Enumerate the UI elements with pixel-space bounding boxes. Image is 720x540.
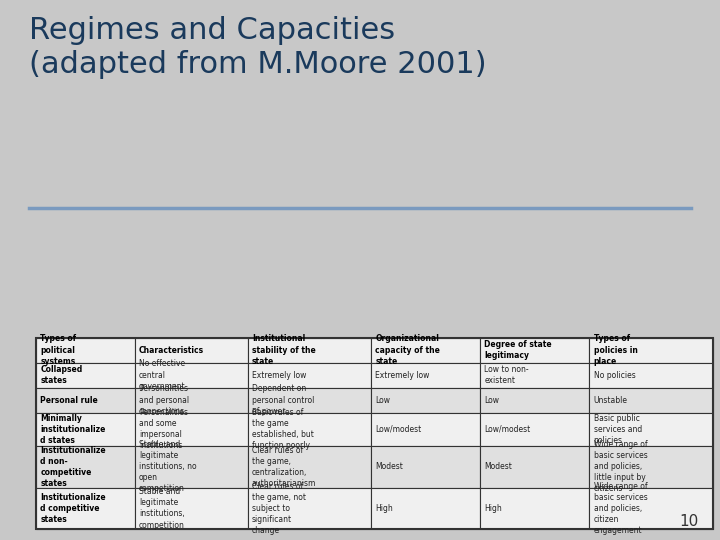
Text: Characteristics: Characteristics xyxy=(139,346,204,354)
Text: Extremely low: Extremely low xyxy=(252,370,306,380)
Bar xyxy=(590,362,713,388)
Text: Institutionalize
d competitive
states: Institutionalize d competitive states xyxy=(40,493,106,524)
Text: Low: Low xyxy=(375,395,390,404)
Bar xyxy=(248,446,371,488)
Text: Extremely low: Extremely low xyxy=(375,370,430,380)
Text: Wide range of
basic services
and policies,
citizen
engagement: Wide range of basic services and policie… xyxy=(594,482,647,535)
Text: Institutionalize
d non-
competitive
states: Institutionalize d non- competitive stat… xyxy=(40,446,106,488)
Bar xyxy=(135,388,248,413)
Text: Modest: Modest xyxy=(485,462,513,471)
Bar xyxy=(590,388,713,413)
Bar xyxy=(480,362,590,388)
Text: High: High xyxy=(485,504,503,513)
Text: Stable and
legitimate
institutions, no
open
competition: Stable and legitimate institutions, no o… xyxy=(139,440,197,494)
Text: Low/modest: Low/modest xyxy=(485,424,531,434)
Text: Clear rules of
the game, not
subject to
significant
change: Clear rules of the game, not subject to … xyxy=(252,482,306,535)
Bar xyxy=(480,338,590,362)
Bar xyxy=(480,388,590,413)
Bar xyxy=(480,446,590,488)
Text: Types of
political
systems: Types of political systems xyxy=(40,334,76,366)
Text: Stable and
legitimate
institutions,
competition: Stable and legitimate institutions, comp… xyxy=(139,487,185,530)
Bar xyxy=(371,388,480,413)
Text: Degree of state
legitimacy: Degree of state legitimacy xyxy=(485,340,552,360)
Text: Personal rule: Personal rule xyxy=(40,395,98,404)
Bar xyxy=(480,413,590,446)
Text: Low to non-
existent: Low to non- existent xyxy=(485,365,529,385)
Text: Modest: Modest xyxy=(375,462,403,471)
Text: Basic rules of
the game
established, but
function poorly: Basic rules of the game established, but… xyxy=(252,408,314,450)
Text: Collapsed
states: Collapsed states xyxy=(40,365,83,385)
Bar xyxy=(371,338,480,362)
Bar xyxy=(36,338,713,529)
Text: Personalities
and some
impersonal
institutions: Personalities and some impersonal instit… xyxy=(139,408,188,450)
Text: No effective
central
government: No effective central government xyxy=(139,360,186,390)
Text: Clear rules of
the game,
centralization,
authoritarianism: Clear rules of the game, centralization,… xyxy=(252,446,316,488)
Bar xyxy=(135,446,248,488)
Text: Types of
policies in
place: Types of policies in place xyxy=(594,334,638,366)
Text: Wide range of
basic services
and policies,
little input by
citizens: Wide range of basic services and policie… xyxy=(594,440,647,494)
Text: Minimally
institutionalize
d states: Minimally institutionalize d states xyxy=(40,414,106,445)
Bar xyxy=(36,388,135,413)
Text: Low: Low xyxy=(485,395,500,404)
Bar xyxy=(371,488,480,529)
Bar xyxy=(590,338,713,362)
Bar xyxy=(590,446,713,488)
Bar xyxy=(590,488,713,529)
Bar xyxy=(36,488,135,529)
Bar xyxy=(248,413,371,446)
Text: Institutional
stability of the
state: Institutional stability of the state xyxy=(252,334,315,366)
Text: Unstable: Unstable xyxy=(594,395,628,404)
Bar xyxy=(36,413,135,446)
Text: Personalities
and personal
connections: Personalities and personal connections xyxy=(139,384,189,416)
Bar xyxy=(135,362,248,388)
Text: High: High xyxy=(375,504,393,513)
Bar xyxy=(135,413,248,446)
Bar xyxy=(248,338,371,362)
Bar xyxy=(248,388,371,413)
Bar xyxy=(135,488,248,529)
Text: Basic public
services and
policies: Basic public services and policies xyxy=(594,414,642,445)
Bar xyxy=(371,446,480,488)
Text: Dependent on
personal control
of power: Dependent on personal control of power xyxy=(252,384,314,416)
Text: 10: 10 xyxy=(679,514,698,529)
Bar xyxy=(36,446,135,488)
Bar xyxy=(36,362,135,388)
Bar xyxy=(248,488,371,529)
Text: No policies: No policies xyxy=(594,370,636,380)
Bar xyxy=(480,488,590,529)
Text: Low/modest: Low/modest xyxy=(375,424,421,434)
Bar xyxy=(248,362,371,388)
Bar xyxy=(590,413,713,446)
Bar xyxy=(135,338,248,362)
Text: Organizational
capacity of the
state: Organizational capacity of the state xyxy=(375,334,440,366)
Text: Regimes and Capacities
(adapted from M.Moore 2001): Regimes and Capacities (adapted from M.M… xyxy=(29,16,487,79)
Bar xyxy=(371,362,480,388)
Bar xyxy=(36,338,135,362)
Bar xyxy=(371,413,480,446)
